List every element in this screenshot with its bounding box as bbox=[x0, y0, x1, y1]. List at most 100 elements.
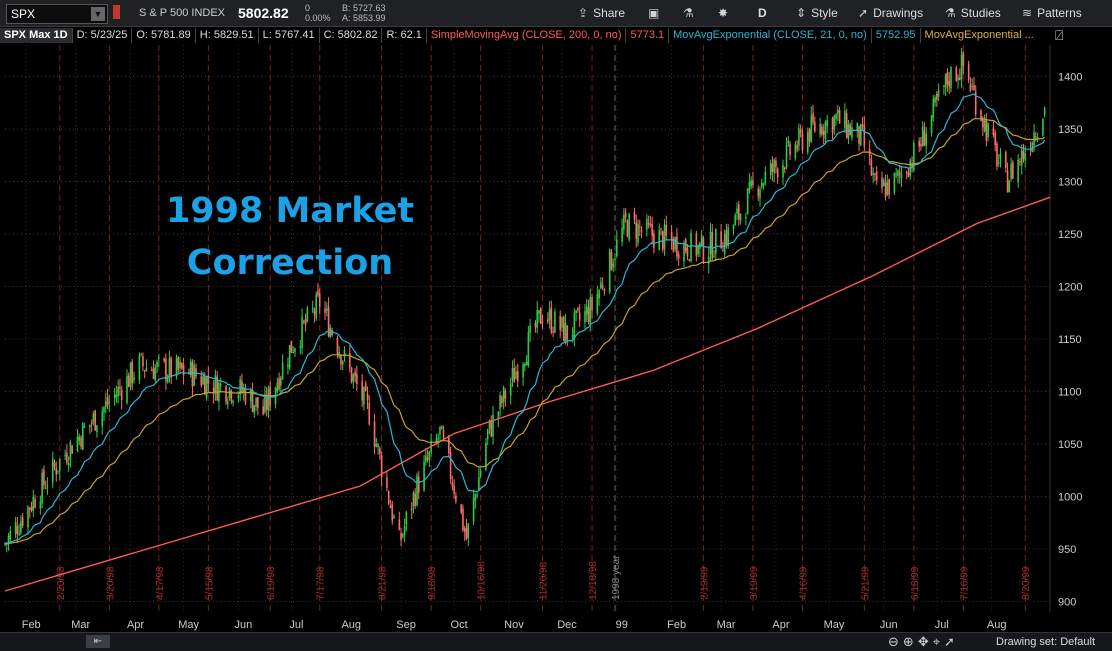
candle-up bbox=[287, 364, 289, 367]
candle-up bbox=[900, 174, 903, 179]
candle-up bbox=[734, 215, 737, 226]
candle-down bbox=[71, 445, 73, 454]
candle-up bbox=[663, 224, 666, 249]
candle-up bbox=[166, 377, 169, 383]
timeframe-button[interactable]: D bbox=[758, 4, 767, 22]
period-marker-label: 4/16/99 bbox=[798, 566, 809, 600]
candle-up bbox=[697, 245, 699, 255]
candle-down bbox=[711, 231, 714, 259]
candle-up bbox=[683, 242, 685, 262]
candle-up bbox=[82, 423, 84, 450]
snapshot-button[interactable]: ▣ bbox=[648, 4, 664, 22]
candle-up bbox=[571, 334, 574, 338]
candle-down bbox=[453, 485, 455, 494]
candle-up bbox=[943, 85, 945, 87]
candle-down bbox=[94, 410, 96, 431]
candle-up bbox=[760, 182, 763, 187]
ema-third-label[interactable]: MovAvgExponential ... bbox=[924, 28, 1034, 41]
candle-up bbox=[301, 316, 303, 349]
patterns-button[interactable]: ≋ Patterns bbox=[1022, 4, 1082, 22]
candle-up bbox=[59, 458, 61, 472]
share-button[interactable]: ⇪ Share bbox=[578, 4, 625, 22]
zoom-out-icon[interactable]: ⊖ bbox=[888, 634, 903, 649]
scroll-handle[interactable]: ⇤ bbox=[86, 635, 110, 648]
candle-down bbox=[601, 285, 604, 288]
candle-up bbox=[156, 361, 158, 368]
period-marker-label: 8/20/99 bbox=[1021, 566, 1032, 600]
chevron-down-icon[interactable]: ▼ bbox=[91, 7, 105, 21]
candle-up bbox=[987, 123, 989, 138]
candle-up bbox=[515, 371, 517, 379]
ema21-line bbox=[4, 93, 1046, 545]
candle-up bbox=[140, 353, 142, 355]
candle-down bbox=[364, 383, 367, 391]
candle-down bbox=[812, 113, 814, 123]
cursor-icon[interactable]: ➚ bbox=[944, 634, 959, 649]
candle-down bbox=[831, 117, 834, 134]
candle-up bbox=[856, 122, 859, 131]
candle-up bbox=[502, 386, 505, 403]
candle-down bbox=[350, 367, 353, 383]
candle-up bbox=[798, 128, 800, 146]
y-tick-label: 1000 bbox=[1058, 492, 1082, 504]
candle-down bbox=[771, 163, 774, 172]
candle-up bbox=[886, 181, 889, 195]
period-marker-label: 4/17/98 bbox=[155, 566, 166, 600]
candle-up bbox=[476, 494, 478, 496]
collapse-icon[interactable]: ⍁ bbox=[1055, 27, 1064, 43]
studies-button[interactable]: ⚗ Studies bbox=[945, 4, 1001, 22]
candle-up bbox=[51, 458, 54, 483]
candle-down bbox=[808, 128, 811, 142]
candle-down bbox=[265, 395, 268, 410]
candle-down bbox=[28, 507, 31, 510]
candle-up bbox=[69, 441, 72, 460]
flask-button[interactable]: ⚗ bbox=[683, 4, 699, 22]
candle-up bbox=[154, 367, 157, 381]
pan-icon[interactable]: ✥ bbox=[917, 634, 933, 649]
candle-down bbox=[757, 189, 760, 197]
candle-up bbox=[872, 173, 874, 175]
style-button[interactable]: ⇕ Style bbox=[796, 4, 838, 22]
candle-up bbox=[472, 498, 475, 522]
candle-down bbox=[1035, 136, 1037, 138]
candle-up bbox=[745, 216, 747, 219]
drawings-button[interactable]: ➚ Drawings bbox=[858, 4, 923, 22]
candle-up bbox=[288, 344, 291, 369]
settings-button[interactable]: ✸ bbox=[718, 4, 733, 22]
crosshair-icon[interactable]: ⌖ bbox=[932, 634, 945, 649]
zoom-in-icon[interactable]: ⊕ bbox=[902, 634, 918, 649]
close-readout: C: 5802.82 bbox=[320, 27, 383, 43]
candle-up bbox=[810, 115, 813, 142]
candle-up bbox=[715, 228, 717, 254]
y-tick-label: 1350 bbox=[1058, 124, 1082, 136]
candle-up bbox=[674, 237, 676, 250]
candle-down bbox=[66, 452, 68, 463]
candle-down bbox=[994, 133, 996, 145]
candle-up bbox=[440, 426, 443, 430]
candle-up bbox=[785, 144, 788, 168]
candle-up bbox=[402, 534, 404, 537]
drawing-set[interactable]: Drawing set: Default bbox=[996, 636, 1096, 648]
candle-up bbox=[971, 86, 973, 88]
candle-down bbox=[490, 421, 493, 437]
candle-up bbox=[219, 384, 222, 386]
candle-up bbox=[104, 401, 107, 408]
alert-flag-icon[interactable] bbox=[113, 5, 120, 19]
candle-up bbox=[89, 424, 91, 428]
symbol-input[interactable]: SPX ▼ bbox=[6, 4, 108, 24]
sma200-label[interactable]: SimpleMovingAvg (CLOSE, 200, 0, no) bbox=[427, 27, 627, 43]
period-marker-label: 9/18/98 bbox=[427, 566, 438, 600]
candle-up bbox=[486, 429, 489, 440]
candle-up bbox=[78, 436, 81, 441]
ema21-label[interactable]: MovAvgExponential (CLOSE, 21, 0, no) bbox=[669, 27, 872, 43]
candle-down bbox=[361, 380, 363, 401]
candle-down bbox=[907, 173, 910, 177]
candle-up bbox=[794, 144, 797, 159]
candle-down bbox=[1004, 152, 1007, 169]
candle-down bbox=[336, 338, 339, 354]
candle-down bbox=[207, 375, 210, 384]
candle-up bbox=[787, 140, 790, 144]
candle-down bbox=[677, 253, 680, 259]
candle-down bbox=[684, 239, 687, 252]
